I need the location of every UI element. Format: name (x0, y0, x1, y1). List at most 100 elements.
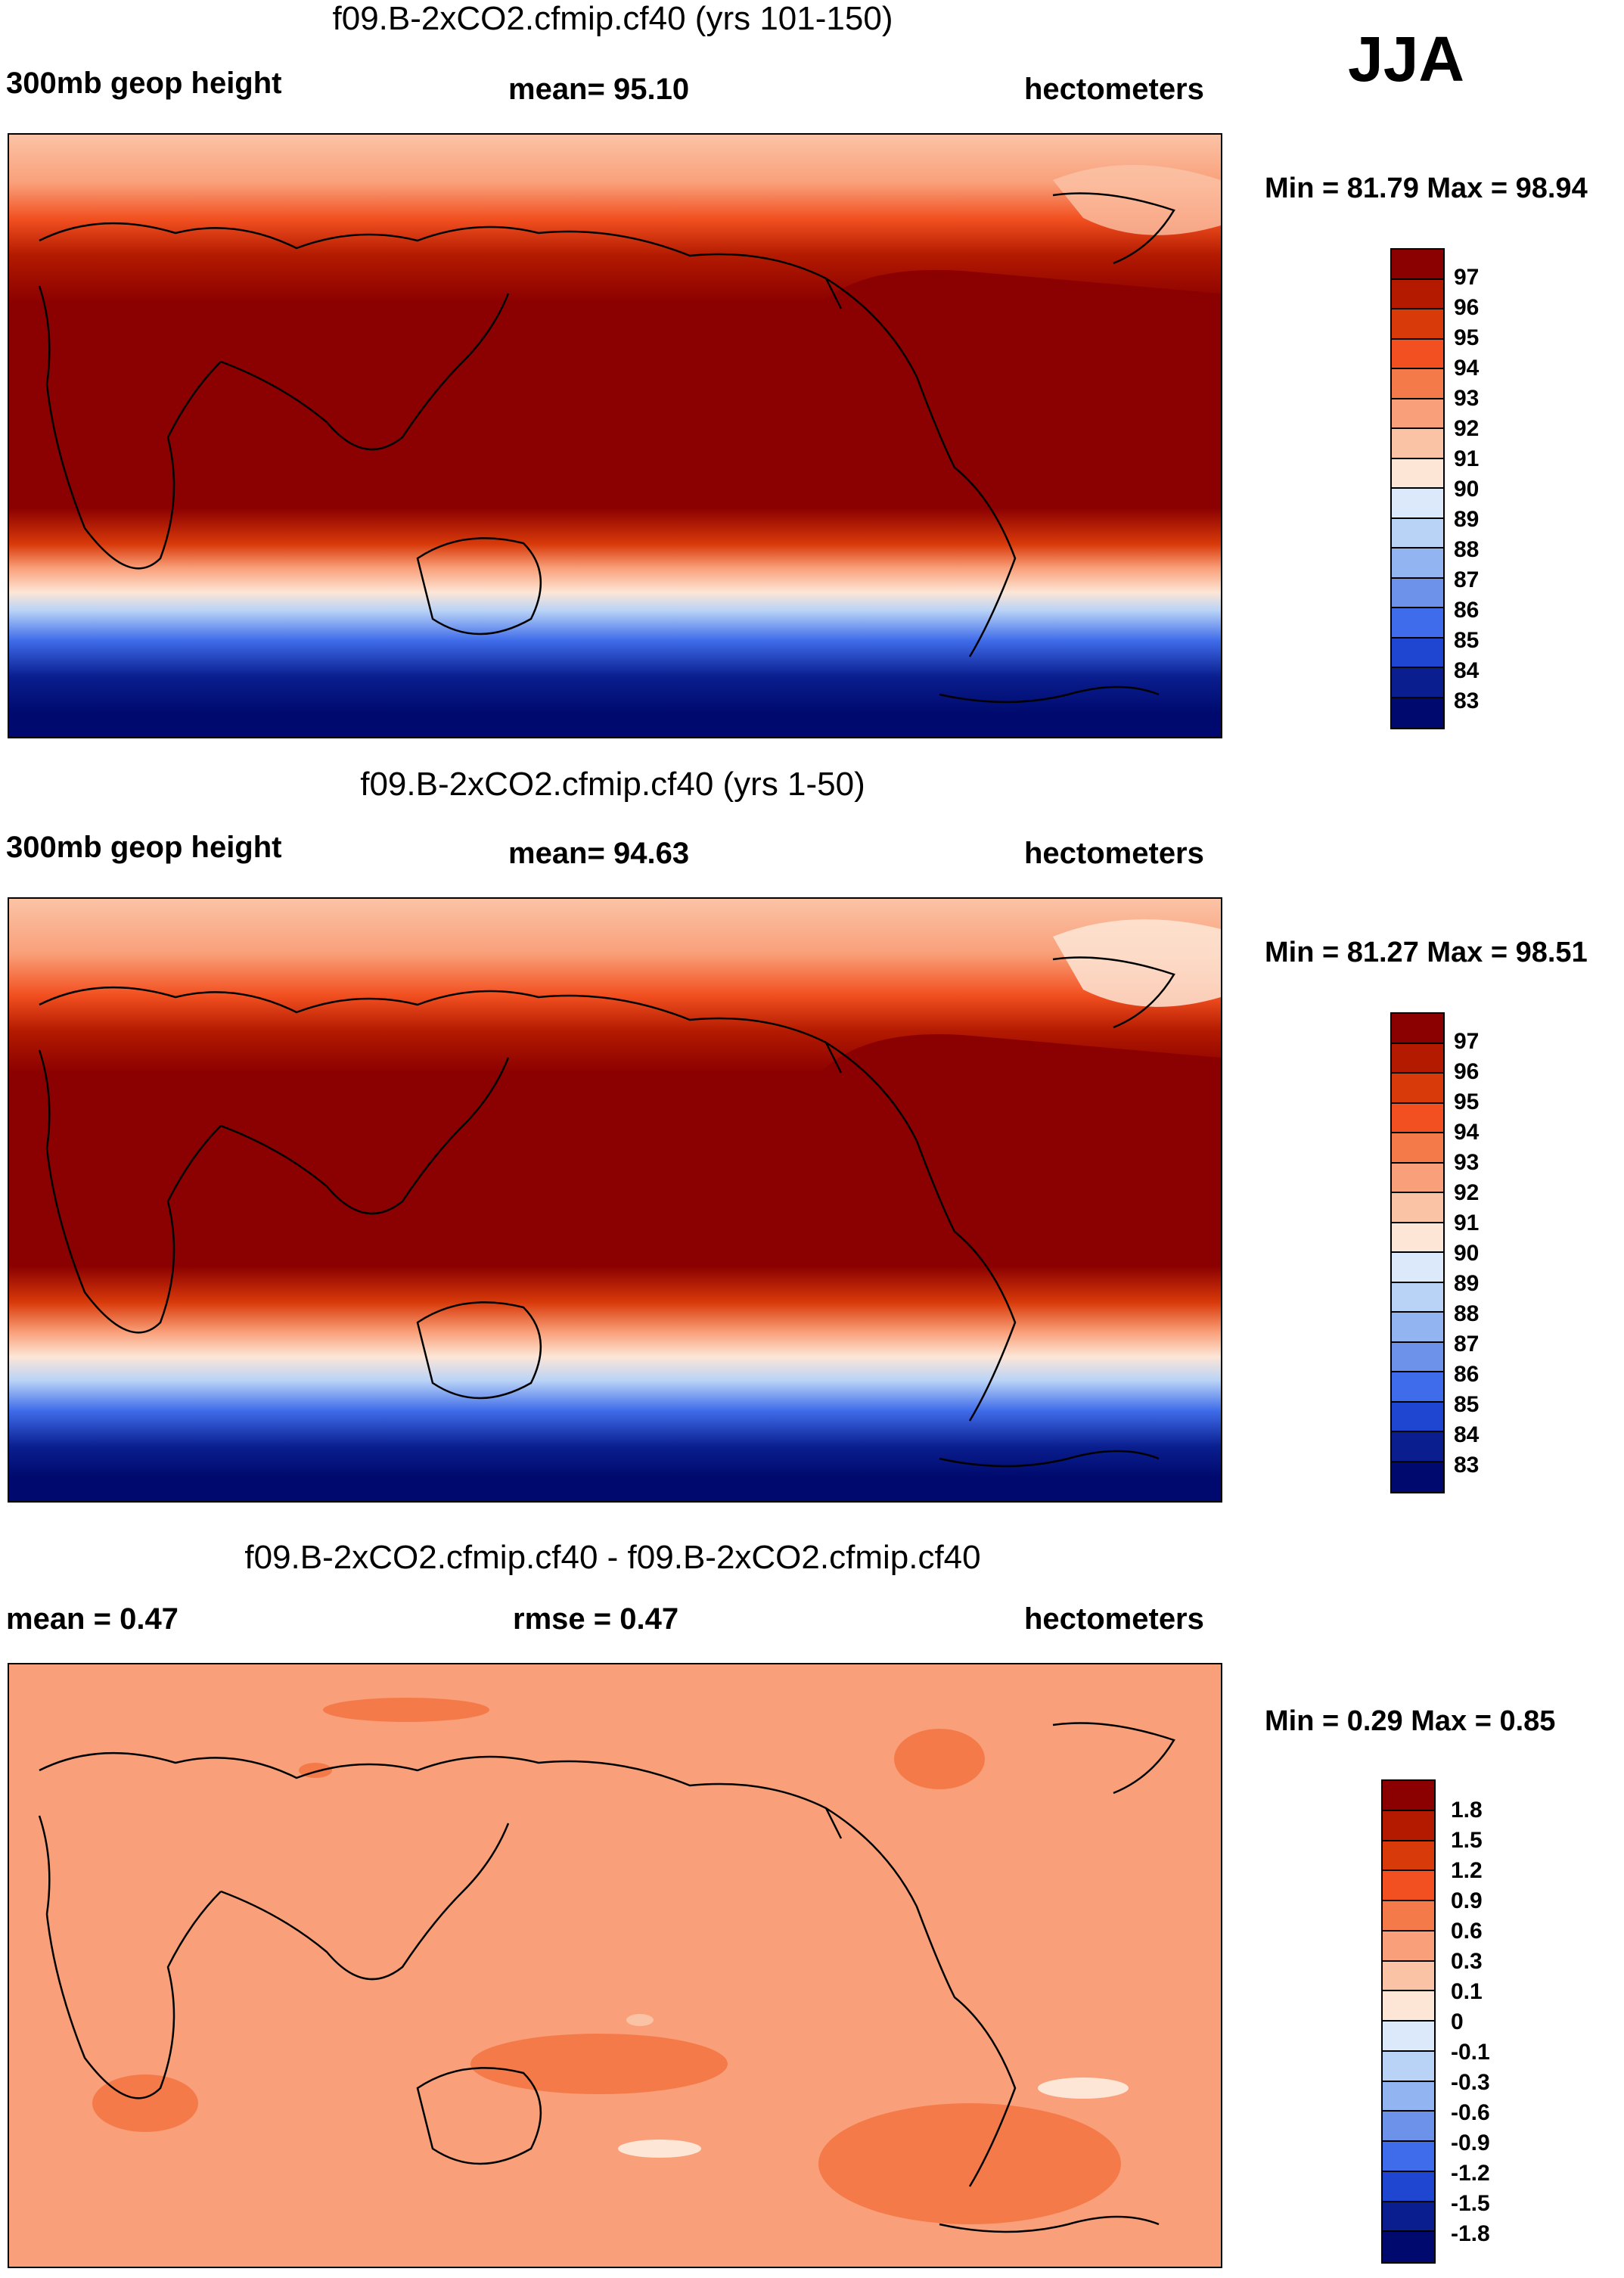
panel3-minmax: Min = 0.29 Max = 0.85 (1265, 1705, 1556, 1737)
panel2-cbar-swatch (1392, 1313, 1443, 1343)
panel2-cbar-label: 87 (1454, 1332, 1480, 1357)
panel3-cbar-swatch (1383, 2022, 1434, 2052)
panel1-cbar-swatch (1392, 429, 1443, 459)
panel1-coastlines (38, 192, 1175, 704)
panel2-coastlines (38, 956, 1175, 1468)
panel3-mean-label: mean = 0.47 (6, 1602, 179, 1636)
panel2-cbar-swatch (1392, 1103, 1443, 1133)
panel3-cbar-swatch (1383, 2171, 1434, 2202)
panel3-cbar-label: 1.5 (1451, 1828, 1483, 1853)
panel1-cbar-swatch (1392, 339, 1443, 369)
panel3-colorbar (1381, 1779, 1436, 2264)
panel2-cbar-label: 86 (1454, 1362, 1480, 1387)
panel1-cbar-swatch (1392, 458, 1443, 489)
panel3-title: f09.B-2xCO2.cfmip.cf40 - f09.B-2xCO2.cfm… (244, 1539, 981, 1576)
panel3-cbar-swatch (1383, 1901, 1434, 1931)
panel1-cbar-swatch (1392, 608, 1443, 639)
panel2-cbar-label: 94 (1454, 1120, 1480, 1145)
panel2-cbar-label: 90 (1454, 1241, 1480, 1266)
panel1-cbar-swatch (1392, 399, 1443, 429)
panel1-cbar-label: 93 (1454, 386, 1480, 411)
panel2-colorbar (1390, 1012, 1445, 1493)
panel1-title: f09.B-2xCO2.cfmip.cf40 (yrs 101-150) (332, 0, 893, 37)
panel3-rmse-label: rmse = 0.47 (513, 1602, 679, 1636)
panel2-cbar-label: 92 (1454, 1180, 1480, 1205)
panel1-cbar-label: 95 (1454, 325, 1480, 350)
panel2-cbar-label: 88 (1454, 1301, 1480, 1326)
panel2-cbar-label: 95 (1454, 1089, 1480, 1114)
panel1-cbar-label: 96 (1454, 295, 1480, 320)
panel1-cbar-label: 88 (1454, 537, 1480, 562)
panel1-cbar-label: 89 (1454, 507, 1480, 532)
panel1-cbar-swatch (1392, 698, 1443, 728)
panel3-cbar-label: -1.8 (1451, 2221, 1490, 2246)
panel1-cbar-swatch (1392, 549, 1443, 579)
panel1-cbar-swatch (1392, 518, 1443, 549)
panel1-cbar-swatch (1392, 369, 1443, 399)
panel2-cbar-swatch (1392, 1462, 1443, 1492)
panel3-cbar-label: -1.5 (1451, 2191, 1490, 2216)
panel1-units-label: hectometers (1024, 73, 1204, 106)
panel1-cbar-label: 92 (1454, 416, 1480, 441)
panel3-map (8, 1663, 1222, 2268)
panel1-cbar-label: 84 (1454, 658, 1480, 683)
panel3-cbar-swatch (1383, 1931, 1434, 1962)
panel3-cbar-label: 0.3 (1451, 1949, 1483, 1974)
panel2-cbar-swatch (1392, 1282, 1443, 1313)
panel2-cbar-label: 89 (1454, 1271, 1480, 1296)
panel2-cbar-label: 97 (1454, 1029, 1480, 1054)
panel1-cbar-label: 85 (1454, 628, 1480, 653)
panel3-cbar-swatch (1383, 1991, 1434, 2022)
panel1-cbar-label: 97 (1454, 265, 1480, 290)
panel2-variable-label: 300mb geop height (6, 831, 282, 864)
panel3-cbar-label: -1.2 (1451, 2161, 1490, 2186)
panel3-cbar-swatch (1383, 2081, 1434, 2112)
panel1-cbar-swatch (1392, 279, 1443, 309)
panel1-cbar-label: 83 (1454, 688, 1480, 713)
panel1-cbar-swatch (1392, 638, 1443, 668)
panel1-cbar-swatch (1392, 250, 1443, 280)
panel3-cbar-label: 0 (1451, 2009, 1464, 2034)
panel3-coastlines (38, 1722, 1175, 2233)
panel3-cbar-swatch (1383, 2112, 1434, 2142)
panel3-cbar-swatch (1383, 2051, 1434, 2082)
panel1-cbar-swatch (1392, 578, 1443, 608)
panel2-cbar-swatch (1392, 1432, 1443, 1462)
panel1-colorbar (1390, 248, 1445, 729)
panel2-cbar-label: 85 (1454, 1392, 1480, 1417)
panel1-cbar-label: 86 (1454, 598, 1480, 623)
panel2-cbar-swatch (1392, 1253, 1443, 1283)
panel3-cbar-swatch (1383, 2142, 1434, 2172)
panel3-cbar-swatch (1383, 1871, 1434, 1901)
panel1-map (8, 133, 1222, 738)
panel3-cbar-label: -0.1 (1451, 2040, 1490, 2065)
panel2-cbar-label: 83 (1454, 1453, 1480, 1478)
panel1-cbar-label: 91 (1454, 446, 1480, 471)
panel3-cbar-label: 1.8 (1451, 1798, 1483, 1823)
panel1-cbar-swatch (1392, 309, 1443, 340)
panel2-cbar-swatch (1392, 1014, 1443, 1044)
panel3-units-label: hectometers (1024, 1602, 1204, 1636)
panel1-cbar-label: 90 (1454, 477, 1480, 502)
panel2-cbar-swatch (1392, 1163, 1443, 1193)
panel3-cbar-label: 0.6 (1451, 1919, 1483, 1944)
panel1-cbar-label: 87 (1454, 567, 1480, 592)
panel3-cbar-label: 0.9 (1451, 1888, 1483, 1913)
panel2-cbar-label: 96 (1454, 1059, 1480, 1084)
panel2-title: f09.B-2xCO2.cfmip.cf40 (yrs 1-50) (360, 766, 865, 803)
panel3-cbar-label: -0.9 (1451, 2130, 1490, 2155)
panel2-units-label: hectometers (1024, 837, 1204, 870)
panel1-cbar-swatch (1392, 489, 1443, 519)
panel2-cbar-label: 84 (1454, 1422, 1480, 1447)
panel2-minmax: Min = 81.27 Max = 98.51 (1265, 937, 1588, 968)
panel2-cbar-swatch (1392, 1074, 1443, 1104)
panel1-cbar-label: 94 (1454, 356, 1480, 381)
panel2-cbar-swatch (1392, 1372, 1443, 1403)
panel2-cbar-swatch (1392, 1133, 1443, 1164)
panel2-cbar-swatch (1392, 1223, 1443, 1253)
panel2-cbar-swatch (1392, 1043, 1443, 1074)
panel2-cbar-swatch (1392, 1402, 1443, 1432)
panel1-minmax: Min = 81.79 Max = 98.94 (1265, 172, 1588, 204)
panel2-cbar-swatch (1392, 1342, 1443, 1372)
panel3-cbar-swatch (1383, 2202, 1434, 2233)
